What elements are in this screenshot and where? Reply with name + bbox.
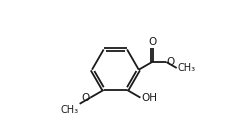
Text: CH₃: CH₃: [61, 105, 79, 115]
Text: O: O: [148, 37, 156, 47]
Text: O: O: [82, 93, 90, 103]
Text: O: O: [167, 57, 175, 67]
Text: OH: OH: [141, 93, 157, 103]
Text: CH₃: CH₃: [178, 63, 196, 73]
